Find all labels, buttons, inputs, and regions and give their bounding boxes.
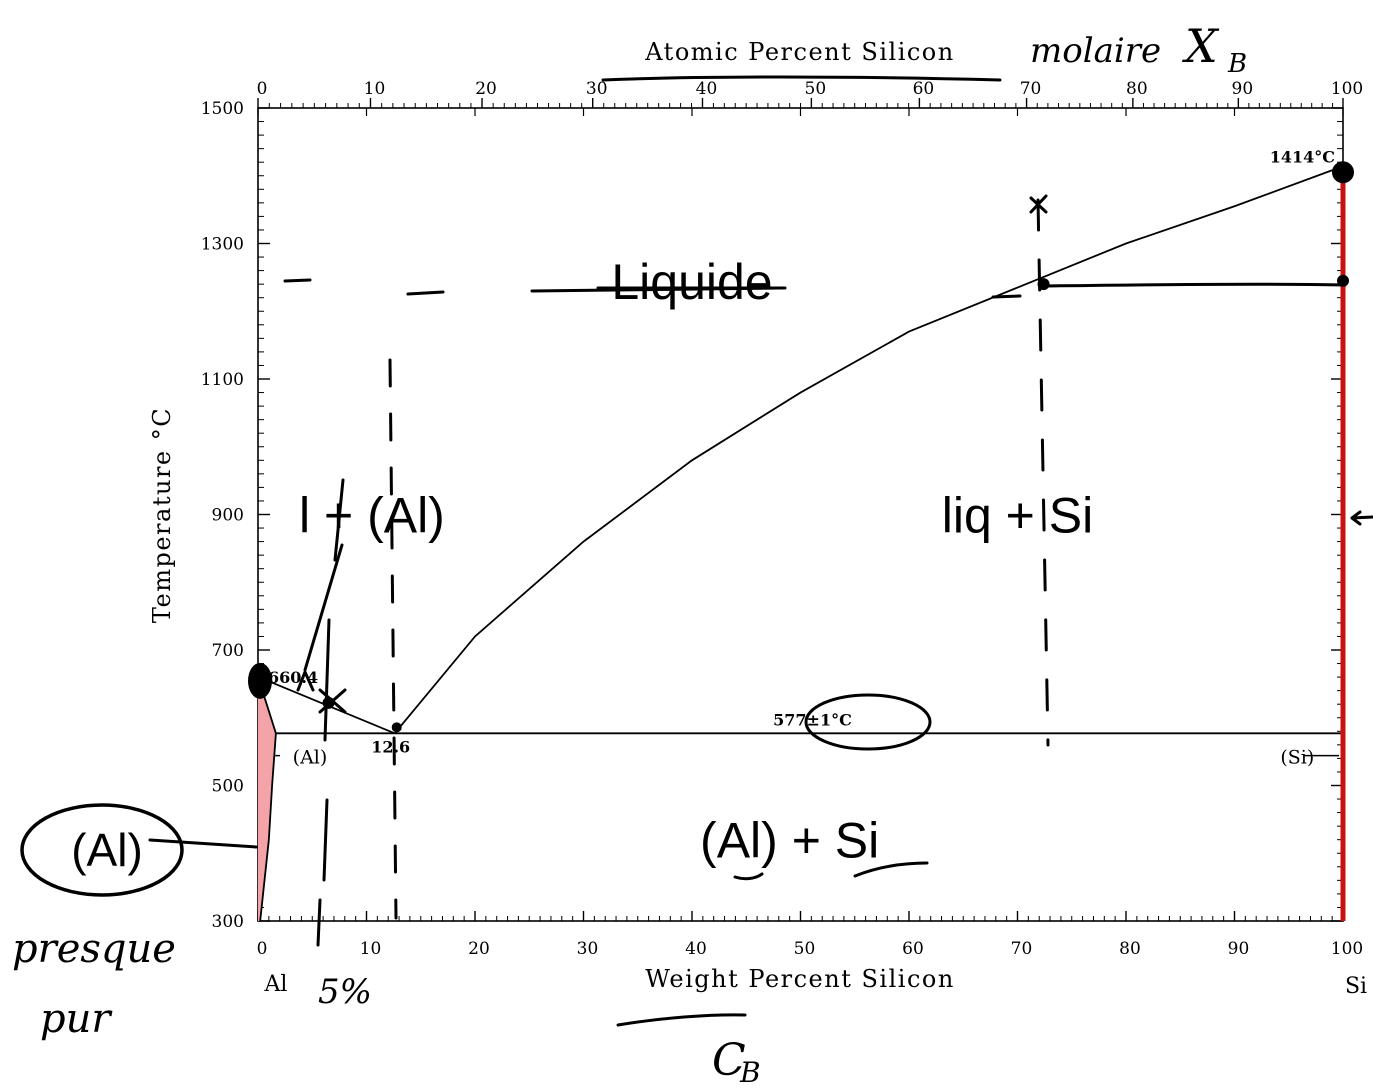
handwriting-cb: C <box>712 1035 746 1086</box>
top-tick-label: 90 <box>1232 79 1254 99</box>
y-tick-label: 1300 <box>201 235 244 255</box>
phase-label: (Al) + Si <box>700 813 879 869</box>
top-tick-label: 30 <box>586 79 608 99</box>
underline-si <box>853 861 929 878</box>
handwriting-percent: 5% <box>318 972 372 1012</box>
tick-labels: 0 10 20 30 40 50 60 70 80 90 100 0 10 20 30 40 50 60 70 80 9… <box>201 79 1363 959</box>
eutectic-point-dot <box>391 722 402 733</box>
bottom-tick-label: 40 <box>685 939 707 959</box>
top-tick-label: 70 <box>1020 79 1042 99</box>
small-phase-label: (Si) <box>1280 747 1314 769</box>
end-label-si: Si <box>1345 974 1367 999</box>
bottom-tick-label: 0 <box>257 939 268 959</box>
point-label-eutectic-comp: 12.6 <box>371 737 410 756</box>
x-mark-top <box>1029 194 1048 214</box>
top-tick-label: 40 <box>696 79 718 99</box>
handwriting-molaire: molaire <box>1030 31 1161 71</box>
handwriting-xb-sub: B <box>1227 49 1247 79</box>
y-tick-label: 500 <box>212 777 244 797</box>
handwriting-cb-sub: B <box>739 1056 761 1088</box>
y-tick-label: 700 <box>212 641 244 661</box>
handwriting-annotations: molaire X B C B presque pur 5% (Al) <box>12 19 1373 1088</box>
phase-label: liq + Si <box>942 488 1093 544</box>
top-tick-label: 0 <box>257 79 268 99</box>
bottom-tick-label: 100 <box>1331 939 1363 959</box>
point-label-1414: 1414°C <box>1270 147 1335 166</box>
top-tick-label: 60 <box>913 79 935 99</box>
underline-al <box>733 872 764 881</box>
al-solid-solution-region <box>258 676 276 921</box>
top-tick-label: 80 <box>1126 79 1148 99</box>
top-tick-label: 50 <box>805 79 827 99</box>
al-arrow <box>148 838 258 849</box>
arrow-to-liquidus <box>296 543 344 692</box>
y-tick-label: 300 <box>212 912 244 932</box>
y-tick-label: 900 <box>212 506 244 526</box>
bottom-axis-title: Weight Percent Silicon <box>645 965 955 993</box>
dash-liquide <box>283 278 1347 299</box>
bottom-tick-label: 90 <box>1228 939 1250 959</box>
end-label-al: Al <box>264 972 288 997</box>
melting-point-si-dot <box>1332 161 1354 184</box>
top-tick-label: 20 <box>475 79 497 99</box>
y-tick-label: 1100 <box>201 370 244 390</box>
phase-label: Liquide <box>611 254 772 310</box>
dash-line-72 <box>1036 198 1050 747</box>
al-circle <box>20 803 184 897</box>
y-axis-title: Temperature °C <box>148 407 176 623</box>
handwriting-presque: presque <box>12 926 176 972</box>
series-liquidus-si- <box>394 165 1344 734</box>
bottom-tick-label: 20 <box>468 939 490 959</box>
y-tick-label: 1500 <box>201 99 244 119</box>
top-tick-label: 10 <box>364 79 386 99</box>
series-solvus-al- <box>259 733 277 922</box>
underline-bottom-axis <box>616 1013 747 1027</box>
bottom-tick-label: 30 <box>577 939 599 959</box>
phase-curves <box>257 165 1346 922</box>
x-mark-point <box>318 688 347 714</box>
top-axis-title: Atomic Percent Silicon <box>644 38 954 66</box>
top-tick-label: 100 <box>1331 79 1363 99</box>
al-circle-label: (Al) <box>71 824 143 876</box>
handwriting-xb: X <box>1182 19 1220 73</box>
bottom-tick-label: 10 <box>360 939 382 959</box>
dash-line-12 <box>388 358 398 920</box>
dash-line-5 <box>316 478 345 947</box>
arrow-right-edge <box>1350 510 1373 526</box>
point-label-eutectic-temp: 577±1°C <box>773 710 852 729</box>
phase-labels: Liquide l + (Al) liq + Si (Al) + Si (Al) (Si) <box>275 254 1339 869</box>
underline-top-axis <box>601 75 1002 82</box>
bottom-tick-label: 70 <box>1011 939 1033 959</box>
eutectic-circle <box>804 693 932 751</box>
melting-point-al-dot <box>248 662 272 699</box>
bottom-tick-label: 80 <box>1119 939 1141 959</box>
bottom-tick-label: 60 <box>902 939 924 959</box>
small-phase-label: (Al) <box>293 747 328 769</box>
handwriting-pur: pur <box>40 996 113 1042</box>
phase-label: l + (Al) <box>299 488 445 544</box>
bottom-tick-label: 50 <box>794 939 816 959</box>
